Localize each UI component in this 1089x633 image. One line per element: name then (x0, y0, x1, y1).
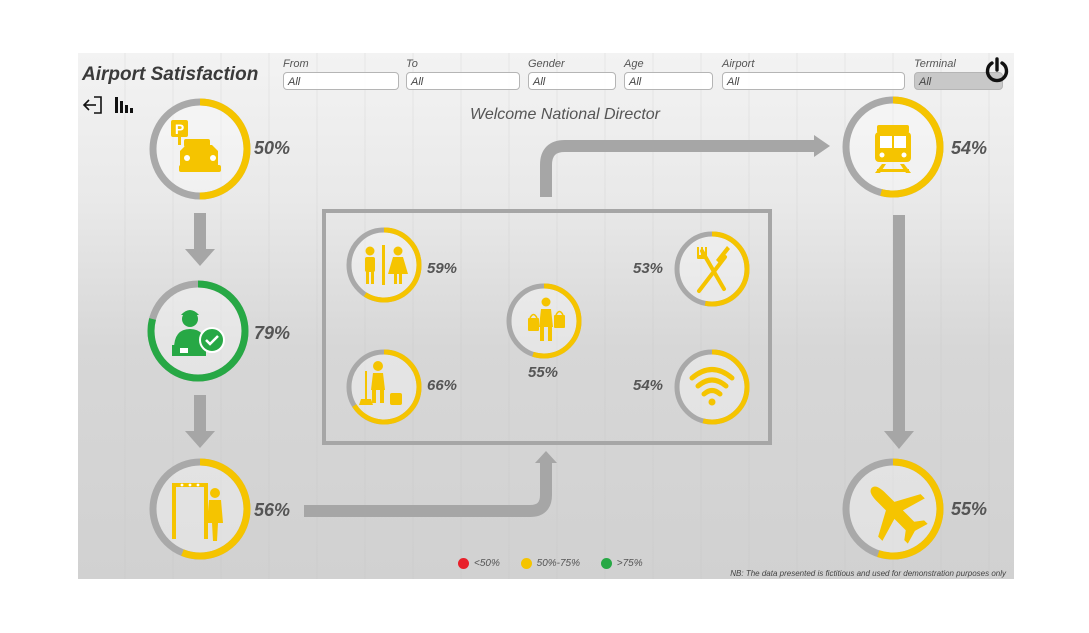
filter-label: Airport (722, 58, 755, 70)
flow-connectors (194, 140, 905, 517)
train-ring-value (842, 96, 944, 198)
filter-dropdown[interactable]: All (283, 72, 399, 90)
legend-item-low: <50% (458, 558, 500, 569)
dining-icon (697, 246, 730, 293)
flow-diagram: P (147, 96, 944, 560)
filter-label: From (283, 58, 309, 70)
chart-button[interactable] (112, 94, 134, 116)
dining-ring-value (674, 231, 750, 307)
cleaning-icon (359, 361, 402, 405)
arrowhead (185, 249, 215, 266)
filter-terminal[interactable]: Terminal All (914, 58, 1003, 90)
legend: <50% 50%-75% >75% (458, 558, 661, 572)
power-button[interactable] (983, 56, 1011, 84)
wifi-ring-value (674, 349, 750, 425)
parking-percent: 50% (254, 138, 291, 158)
cleaning-percent: 66% (427, 377, 458, 394)
filter-dropdown[interactable]: All (914, 72, 1003, 90)
wifi-icon (689, 367, 735, 406)
filter-from[interactable]: From All (283, 58, 399, 90)
filter-airport[interactable]: Airport All (722, 58, 905, 90)
bar-chart-icon (115, 97, 133, 113)
legend-dot (600, 558, 612, 569)
filter-dropdown[interactable]: All (624, 72, 713, 90)
flight-percent: 55% (951, 499, 988, 519)
arrowhead (814, 135, 830, 157)
legend-label: >75% (616, 558, 643, 569)
legend-item-mid: 50%-75% (520, 558, 580, 569)
shopping-percent: 55% (528, 364, 559, 381)
filter-label: Terminal (914, 58, 956, 70)
legend-dot (520, 558, 532, 569)
dining-percent: 53% (633, 260, 664, 277)
check-in-agent-icon (172, 310, 225, 356)
kpi-security[interactable] (149, 458, 251, 560)
filter-gender[interactable]: Gender All (528, 58, 616, 90)
shopping-icon (528, 297, 565, 341)
security-scanner-icon (172, 483, 223, 541)
train-percent: 54% (951, 138, 988, 158)
power-icon (985, 57, 1009, 83)
security-ring-value (149, 458, 251, 560)
arrowhead (185, 431, 215, 448)
flow-path-security-hub (304, 461, 552, 517)
shopping-ring-value (506, 283, 582, 359)
disclaimer-note: NB: The data presented is fictitious and… (730, 569, 1006, 578)
flight-ring-value (842, 458, 944, 560)
legend-dot (458, 558, 469, 569)
back-arrow-icon (82, 96, 102, 114)
filter-label: Gender (528, 58, 565, 70)
parking-ring-value (149, 98, 251, 200)
filter-age[interactable]: Age All (624, 58, 713, 90)
filter-dropdown[interactable]: All (406, 72, 520, 90)
dashboard-canvas: P (78, 53, 1014, 579)
filter-dropdown[interactable]: All (722, 72, 905, 90)
arrowhead (884, 431, 914, 449)
kpi-wifi[interactable] (674, 349, 750, 425)
flow-arrowheads (185, 135, 914, 463)
checkin-ring-value (147, 280, 249, 382)
restrooms-percent: 59% (427, 260, 458, 277)
security-percent: 56% (254, 500, 291, 520)
back-button[interactable] (82, 94, 104, 116)
filter-label: To (406, 58, 418, 70)
flow-path-hub-train (540, 140, 816, 197)
checkin-percent: 79% (254, 323, 291, 343)
airplane-icon (870, 486, 928, 544)
filter-label: Age (624, 58, 644, 70)
filter-to[interactable]: To All (406, 58, 520, 90)
filter-dropdown[interactable]: All (528, 72, 616, 90)
train-icon (875, 125, 911, 173)
legend-item-high: >75% (600, 558, 643, 569)
svg-text:P: P (175, 121, 184, 137)
page-title: Airport Satisfaction (82, 64, 259, 85)
parking-taxi-icon: P (171, 120, 221, 172)
restroom-icon (365, 245, 408, 285)
legend-label: <50% (474, 558, 500, 569)
legend-label: 50%-75% (536, 558, 580, 569)
restrooms-ring-value (346, 227, 422, 303)
arrowhead (535, 451, 557, 463)
welcome-message: Welcome National Director (470, 106, 660, 123)
services-hub-frame (322, 209, 772, 445)
wifi-percent: 54% (633, 377, 664, 394)
cleaning-ring-value (346, 349, 422, 425)
